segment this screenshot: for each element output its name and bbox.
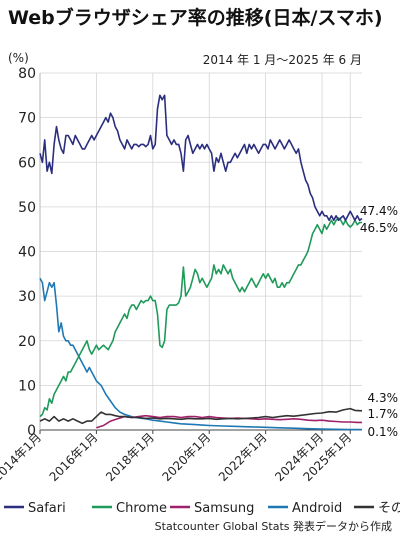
y-unit-label: (%) <box>8 51 29 65</box>
x-axis: 2014年1月 2016年1月 2018年1月 2020年1月 2022年1月 2024年… <box>0 430 354 484</box>
series-line-Safari <box>39 94 363 222</box>
legend-label-Safari: Safari <box>28 501 66 516</box>
series-line-Chrome <box>39 217 362 418</box>
x-tick-label: 2014年1月 <box>0 430 44 484</box>
y-tick-label: 10 <box>18 378 36 394</box>
series-line-その他 <box>39 407 363 425</box>
chart-title: Webブラウザシェア率の推移(日本/スマホ) <box>8 6 383 29</box>
x-tick-label: 2022年1月 <box>216 430 270 484</box>
end-label-Chrome: 46.5% <box>360 221 398 235</box>
y-tick-label: 30 <box>18 289 36 305</box>
x-tick-label: 2018年1月 <box>103 430 157 484</box>
y-tick-label: 60 <box>18 155 36 171</box>
y-tick-label: 20 <box>18 334 36 350</box>
y-tick-label: 40 <box>18 245 36 261</box>
chart-subtitle: 2014 年 1 月〜2025 年 6 月 <box>203 53 362 67</box>
legend-label-Android: Android <box>292 501 342 516</box>
end-labels: 47.4% 46.5% 1.7% 0.1% 4.3% <box>360 204 398 439</box>
end-label-Samsung: 1.7% <box>368 407 399 421</box>
series-line-Android <box>39 277 362 431</box>
end-label-Android: 0.1% <box>368 425 399 439</box>
gridlines <box>39 72 362 431</box>
legend: Safari Chrome Samsung Android その他 <box>4 501 400 516</box>
y-tick-label: 50 <box>18 200 36 216</box>
x-tick-label: 2020年1月 <box>159 430 213 484</box>
y-tick-label: 70 <box>18 111 36 127</box>
series-lines <box>39 94 363 431</box>
source-note: Statcounter Global Stats 発表データから作成 <box>155 519 392 533</box>
legend-label-その他: その他 <box>378 501 400 516</box>
x-tick-label: 2016年1月 <box>47 430 101 484</box>
end-label-その他: 4.3% <box>368 391 399 405</box>
legend-label-Chrome: Chrome <box>116 501 167 516</box>
y-tick-label: 0 <box>27 423 36 439</box>
legend-label-Samsung: Samsung <box>194 501 254 516</box>
y-axis: 0 10 20 30 40 50 60 70 80 <box>18 66 36 439</box>
y-tick-label: 80 <box>18 66 36 82</box>
end-label-Safari: 47.4% <box>360 204 398 218</box>
